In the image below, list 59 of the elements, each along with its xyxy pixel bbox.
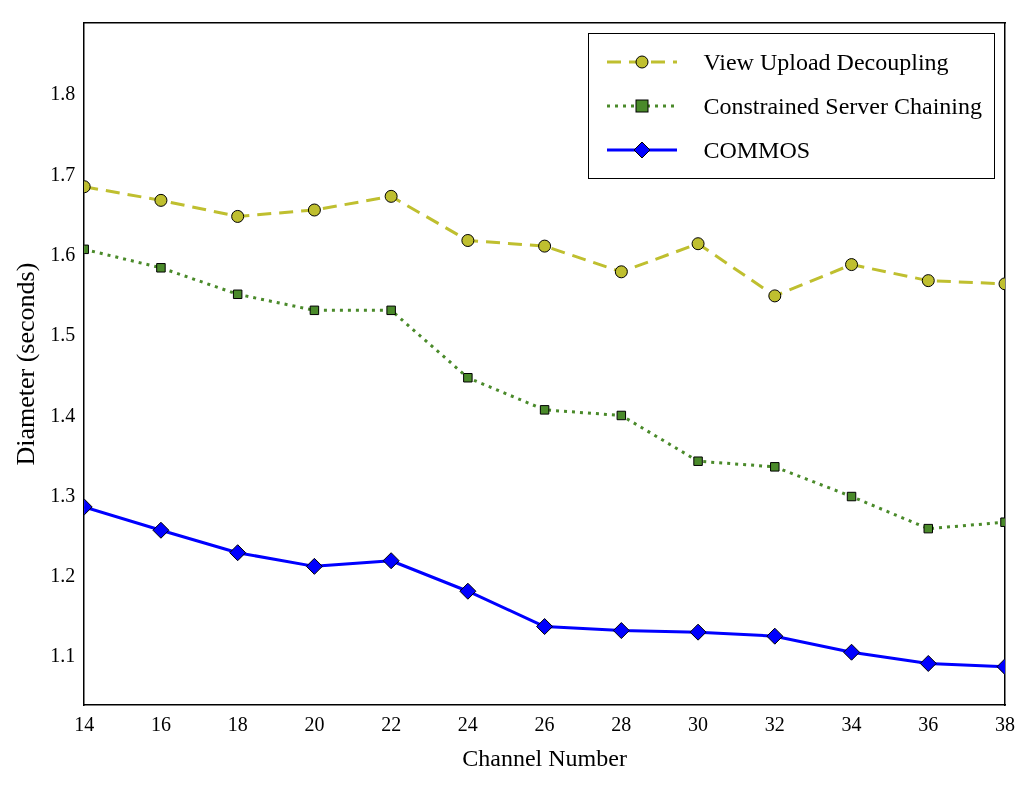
point (691, 237, 705, 251)
legend-label: Constrained Server Chaining (703, 92, 982, 120)
point (770, 462, 780, 472)
y-tick-label: 1.3 (50, 483, 76, 506)
point (231, 209, 245, 223)
legend-label: COMMOS (703, 136, 811, 164)
point (923, 523, 934, 534)
x-tick-label: 30 (688, 713, 709, 736)
point (461, 234, 475, 247)
point (152, 521, 170, 539)
point (384, 189, 398, 203)
y-tick-label: 1.2 (50, 564, 76, 587)
y-tick-label: 1.7 (50, 162, 76, 185)
point (463, 373, 473, 383)
x-tick-label: 14 (74, 713, 95, 736)
y-tick-label: 1.1 (50, 644, 76, 667)
y-tick-label: 1.4 (50, 403, 76, 426)
x-tick-label: 28 (611, 713, 632, 736)
point (539, 405, 550, 415)
point (307, 203, 321, 217)
x-axis-title: Channel Number (462, 744, 627, 771)
point (614, 265, 628, 279)
point (846, 491, 857, 502)
point (232, 289, 243, 300)
point (612, 622, 630, 640)
y-tick-label: 1.8 (50, 82, 76, 105)
x-tick-label: 16 (150, 713, 171, 736)
point (459, 582, 477, 600)
point (536, 618, 554, 636)
point (616, 410, 627, 421)
x-tick-label: 38 (995, 713, 1015, 736)
point (382, 552, 400, 570)
point (919, 654, 937, 672)
point (229, 544, 247, 562)
x-tick-label: 22 (381, 713, 402, 736)
point (538, 239, 552, 253)
legend-label: View Upload Decoupling (703, 48, 949, 76)
point (921, 274, 935, 288)
point (768, 289, 782, 303)
x-tick-label: 26 (534, 713, 555, 736)
point (766, 627, 784, 645)
point (689, 623, 707, 641)
x-tick-label: 34 (841, 713, 862, 736)
y-axis-title: Diameter (seconds) (11, 262, 41, 466)
y-tick-label: 1.5 (50, 323, 76, 346)
y-tick-label: 1.6 (50, 243, 76, 265)
x-tick-label: 24 (457, 713, 478, 736)
x-tick-label: 18 (227, 713, 248, 736)
point (845, 258, 859, 272)
point (309, 305, 320, 316)
point (305, 557, 323, 575)
point (154, 193, 168, 207)
x-tick-label: 32 (764, 713, 785, 736)
point (386, 305, 396, 316)
point (156, 263, 166, 273)
point (693, 456, 703, 466)
x-tick-label: 36 (918, 713, 939, 736)
x-tick-label: 20 (304, 713, 325, 736)
point (843, 643, 861, 661)
